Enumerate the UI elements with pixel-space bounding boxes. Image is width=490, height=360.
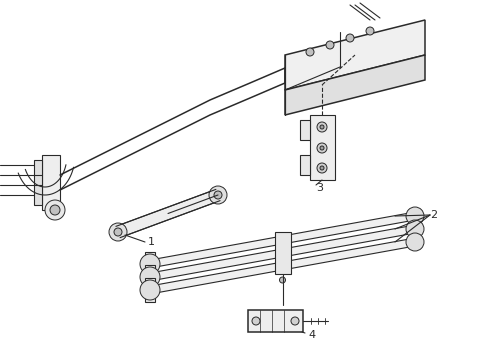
Polygon shape (34, 160, 42, 205)
Polygon shape (116, 189, 220, 238)
Circle shape (320, 146, 324, 150)
Circle shape (366, 27, 374, 35)
Circle shape (209, 186, 227, 204)
Polygon shape (300, 120, 310, 140)
Polygon shape (310, 115, 335, 180)
Circle shape (306, 48, 314, 56)
Polygon shape (285, 20, 425, 90)
Circle shape (406, 220, 424, 238)
Circle shape (114, 228, 122, 236)
Polygon shape (285, 55, 425, 115)
Text: 2: 2 (430, 210, 437, 220)
Polygon shape (300, 155, 310, 175)
Circle shape (406, 207, 424, 225)
Text: 3: 3 (316, 183, 323, 193)
Circle shape (140, 280, 160, 300)
Circle shape (320, 166, 324, 170)
Circle shape (279, 277, 286, 283)
Circle shape (317, 143, 327, 153)
Circle shape (346, 34, 354, 42)
Circle shape (140, 254, 160, 274)
Text: 4: 4 (308, 330, 315, 340)
Circle shape (320, 125, 324, 129)
Polygon shape (42, 155, 60, 210)
Circle shape (140, 267, 160, 287)
Polygon shape (145, 278, 155, 302)
Polygon shape (150, 238, 415, 294)
Polygon shape (150, 212, 415, 268)
Circle shape (50, 205, 60, 215)
Circle shape (291, 317, 299, 325)
Text: 1: 1 (148, 237, 155, 247)
Circle shape (406, 233, 424, 251)
Polygon shape (145, 265, 155, 289)
Polygon shape (248, 310, 303, 332)
Circle shape (326, 41, 334, 49)
Circle shape (214, 191, 222, 199)
Polygon shape (274, 232, 291, 274)
Circle shape (109, 223, 127, 241)
Circle shape (45, 200, 65, 220)
Circle shape (252, 317, 260, 325)
Circle shape (317, 163, 327, 173)
Circle shape (317, 122, 327, 132)
Polygon shape (145, 252, 155, 276)
Polygon shape (150, 225, 415, 281)
